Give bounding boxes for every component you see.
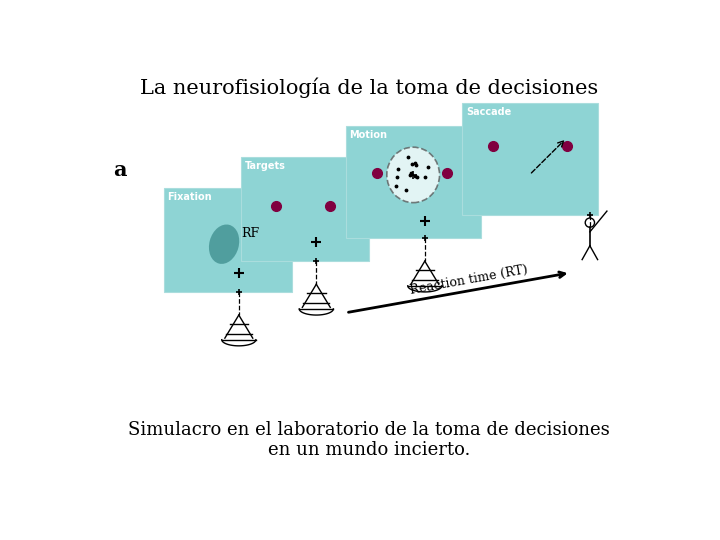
Text: Saccade: Saccade (466, 107, 511, 117)
Text: La neurofisiología de la toma de decisiones: La neurofisiología de la toma de decisio… (140, 78, 598, 98)
Bar (346, 126, 482, 238)
Ellipse shape (387, 147, 439, 202)
Bar (163, 188, 292, 292)
Text: Targets: Targets (245, 161, 286, 171)
Text: Motion: Motion (350, 130, 387, 140)
Text: a: a (113, 160, 127, 180)
Text: Reaction time (RT): Reaction time (RT) (409, 263, 528, 297)
Text: Simulacro en el laboratorio de la toma de decisiones
en un mundo incierto.: Simulacro en el laboratorio de la toma d… (128, 421, 610, 460)
Text: RF: RF (241, 227, 259, 240)
Ellipse shape (209, 225, 239, 264)
Bar (241, 157, 369, 261)
Text: Fixation: Fixation (168, 192, 212, 202)
Bar (462, 103, 598, 215)
